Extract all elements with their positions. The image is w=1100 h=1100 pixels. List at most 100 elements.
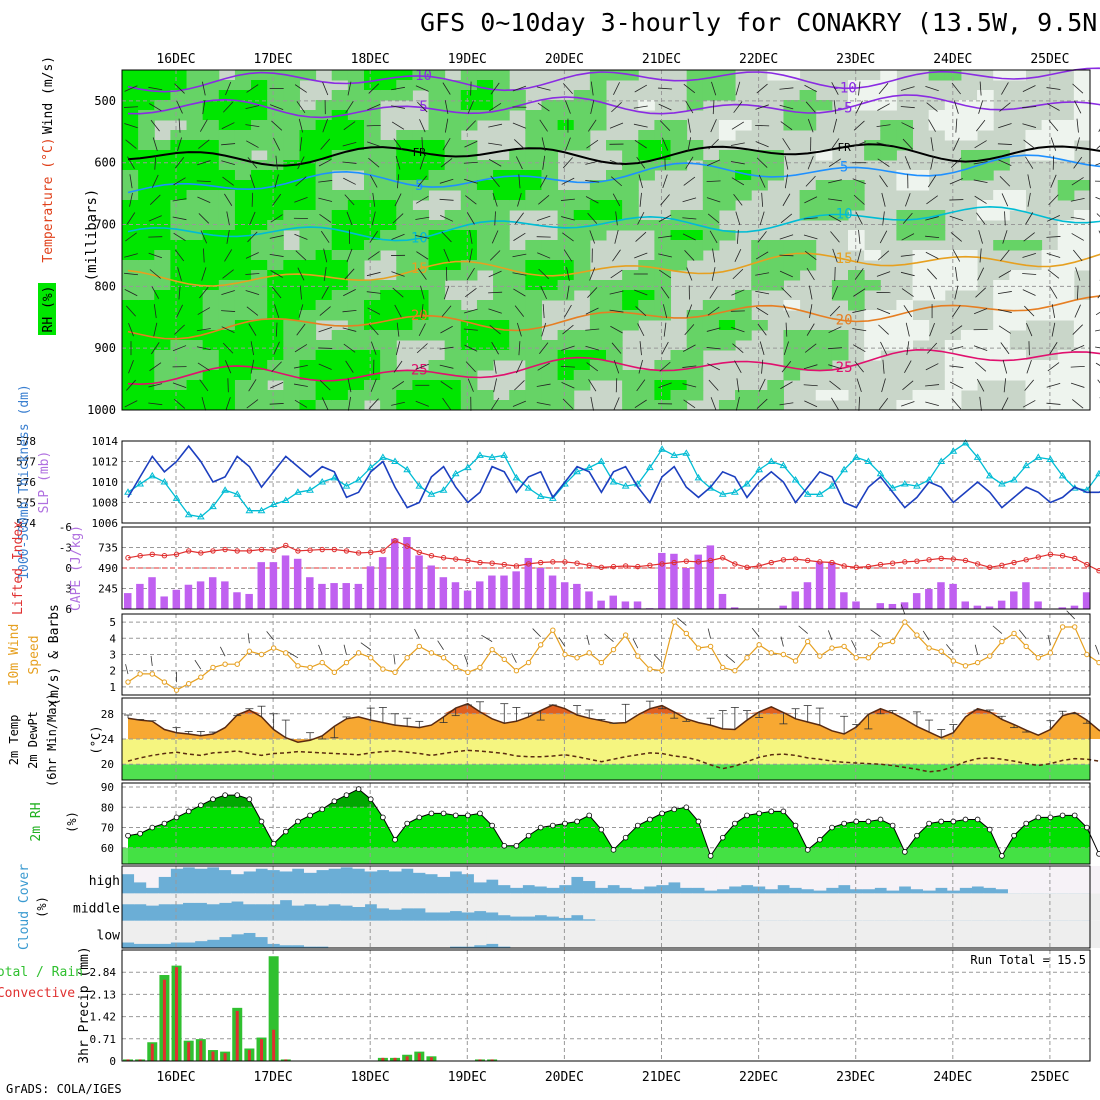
- rh-cell: [186, 160, 204, 171]
- wind-tick-label: 1: [109, 681, 116, 694]
- wind-barb: [876, 124, 891, 128]
- rh-cell: [493, 210, 510, 221]
- isotherm-line: [127, 205, 1100, 242]
- wind-speed-point: [635, 653, 641, 659]
- cloud-cell: [619, 893, 633, 921]
- lifted-index-point: [501, 561, 507, 568]
- rh-cell: [525, 170, 542, 181]
- cloud-cell: [206, 866, 220, 868]
- wind-barb: [1022, 400, 1036, 408]
- rh-point: [744, 812, 750, 819]
- cloud-cell: [352, 920, 366, 948]
- wind-barb: [124, 123, 138, 129]
- rh-cell: [460, 350, 478, 361]
- wind-barb: [634, 252, 648, 259]
- rh-cell: [1009, 290, 1026, 301]
- cloud-cell: [959, 866, 972, 888]
- cape-bar: [451, 582, 460, 609]
- wind-barb: [172, 216, 187, 221]
- rh-cell: [315, 350, 333, 361]
- wind-barb: [901, 122, 915, 130]
- lifted-index-point: [768, 559, 774, 566]
- rh-cell: [1057, 280, 1075, 291]
- rh-cell: [170, 140, 188, 151]
- cloud-cell: [401, 866, 414, 869]
- rh-cell: [154, 230, 171, 241]
- rh-cell: [1025, 390, 1043, 401]
- rh-cell: [315, 150, 333, 161]
- rh-cell: [1073, 220, 1091, 231]
- rh-cell: [541, 350, 559, 361]
- rh-cell: [799, 210, 817, 221]
- cape-bar: [148, 577, 156, 609]
- rh-cell: [880, 90, 897, 101]
- wind-barb: [806, 323, 815, 336]
- rh-cell: [315, 280, 333, 291]
- cloud-cell: [194, 920, 208, 942]
- rh-cell: [202, 110, 220, 121]
- rh-cell: [686, 80, 704, 91]
- wind-barb: [658, 235, 673, 239]
- rh-cell: [993, 240, 1010, 251]
- cloud-cell: [1092, 920, 1100, 948]
- wind-barb: [564, 304, 572, 318]
- isotherm-label: -5: [411, 99, 428, 115]
- rh-cell: [541, 140, 559, 151]
- wind-barb: [125, 139, 137, 149]
- rh-cell: [283, 280, 300, 291]
- wind-barb: [636, 156, 646, 169]
- rh-cell: [1025, 240, 1043, 251]
- rh-cell: [815, 340, 833, 351]
- wind-barb: [536, 215, 551, 222]
- rh-cell: [541, 340, 559, 351]
- cloud-cell: [898, 893, 912, 921]
- cape-bar: [694, 554, 702, 609]
- lifted-index-point: [562, 559, 568, 565]
- rh-cell: [347, 210, 365, 221]
- wind-barb: [798, 625, 808, 634]
- rh-cell: [154, 260, 171, 271]
- lifted-index-point: [1047, 551, 1054, 558]
- wind-barb: [463, 654, 469, 665]
- lifted-index-point: [902, 559, 908, 565]
- rh-cell: [170, 320, 188, 331]
- cold-band: [122, 764, 1090, 780]
- rh-cell: [638, 130, 655, 141]
- rh-point: [550, 822, 556, 829]
- cape-bar: [888, 603, 897, 609]
- thickness-point: [658, 445, 666, 452]
- rh-cell: [573, 350, 591, 361]
- wind-barb: [902, 212, 913, 224]
- rh-cell: [234, 210, 252, 221]
- rh-cell: [234, 80, 252, 91]
- rh-cell: [138, 150, 155, 161]
- wind-barb: [852, 178, 866, 185]
- rh-cell: [622, 310, 639, 321]
- wind-barb: [342, 161, 357, 164]
- isotherm-label: 10: [411, 230, 428, 246]
- cloud-cell: [303, 893, 317, 905]
- rh-cell: [170, 310, 188, 321]
- rh-cell: [218, 330, 236, 341]
- lifted-index-point: [805, 557, 811, 564]
- thickness-point: [1034, 453, 1043, 460]
- wind-barb: [148, 86, 163, 91]
- wind-barb: [221, 160, 235, 166]
- rh-cell: [380, 200, 397, 211]
- thickness-point: [585, 463, 594, 471]
- rh-cell: [186, 300, 204, 311]
- wind-barb: [489, 324, 501, 335]
- wind-barb: [514, 212, 524, 225]
- wind-speed-point: [829, 645, 835, 651]
- rh-cell: [218, 380, 236, 391]
- wind-barb: [881, 378, 886, 393]
- rh-cell: [960, 360, 978, 371]
- thickness-point: [354, 475, 363, 483]
- cloud-cell: [765, 920, 778, 948]
- wind-barb: [759, 211, 765, 226]
- rh-cell: [122, 160, 139, 171]
- rh-cell: [1025, 300, 1043, 311]
- cloud-cell: [376, 866, 390, 871]
- rh-cell: [380, 220, 397, 231]
- rh-cell: [364, 110, 381, 121]
